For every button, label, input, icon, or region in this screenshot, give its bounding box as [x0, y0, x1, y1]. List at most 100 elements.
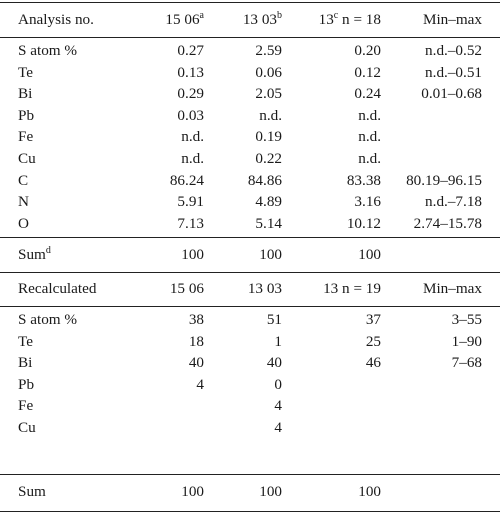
row-value-13: 10.12 [346, 214, 381, 232]
row-value-13-03: 2.05 [255, 85, 282, 103]
recalc-header-col-13-n19: 13 n = 19 [323, 280, 381, 297]
row-value-15-06 [120, 417, 206, 439]
row-value-15-06: 38 [188, 311, 204, 328]
row-label: Fe [18, 128, 34, 146]
footnote-b: b [277, 10, 282, 21]
row-value-min-max: 0.01–0.68 [421, 85, 482, 103]
row-label: Bi [18, 354, 33, 372]
row-value-min-max: 2.74–15.78 [413, 214, 482, 232]
row-value-min-max: 7–68 [451, 354, 482, 372]
row-label: Pb [18, 375, 35, 393]
header-col-min-max: Min–max [422, 11, 482, 28]
row-value-13-03: n.d. [259, 106, 282, 124]
header-rule-2 [0, 306, 500, 307]
row-value-15-06: n.d. [181, 128, 204, 146]
row-value-15-06: 86.24 [169, 171, 204, 189]
row-value-15-06: 40 [188, 354, 204, 372]
recalc-sum-value-15-06: 100 [181, 483, 204, 500]
row-label: Fe [18, 397, 34, 415]
row-value-min-max: 3–55 [451, 311, 482, 328]
row-label: O [18, 214, 29, 232]
sum-rule-1 [0, 237, 500, 238]
row-value-13: 46 [365, 354, 381, 372]
sum-rule-2 [0, 474, 500, 475]
section1-sum-row: Sumd 100 100 100 [0, 239, 500, 271]
bottom-rule [0, 511, 500, 512]
row-value-13-03: 4.89 [255, 193, 282, 211]
row-value-13-03: 0.22 [255, 149, 282, 167]
footnote-a: a [199, 10, 204, 21]
sum-value-min-max [383, 239, 500, 271]
section2-header-table: Recalculated 15 06 13 03 13 n = 19 Min–m… [0, 273, 500, 305]
row-value-15-06: n.d. [181, 149, 204, 167]
row-label: S atom % [18, 311, 78, 328]
row-value-15-06: 7.13 [177, 214, 204, 232]
recalc-sum-value-13-n19: 100 [358, 483, 381, 500]
row-value-min-max: n.d.–0.52 [425, 42, 482, 59]
row-value-15-06: 5.91 [177, 193, 204, 211]
row-value-13-03: 84.86 [247, 171, 282, 189]
table-row: Cu 4 [0, 417, 500, 439]
header-col-15-06: 15 06a [165, 10, 204, 29]
header-label: Analysis no. [18, 11, 94, 28]
row-value-13 [284, 395, 383, 417]
table-row: Pb 4 0 [0, 374, 500, 396]
row-value-13: n.d. [358, 149, 381, 167]
section2-body-table: S atom % 38 51 37 3–55 Te 18 1 25 1–90 Bi 40 40 46 7–6… [0, 309, 500, 439]
table-row: Te 18 1 25 1–90 [0, 331, 500, 353]
row-value-13 [284, 374, 383, 396]
header-col-13-03: 13 03b [242, 10, 282, 29]
footnote-d: d [45, 245, 51, 256]
row-value-13-03: 0 [274, 375, 282, 393]
recalc-header-col-15-06: 15 06 [169, 280, 204, 297]
row-value-13: 0.12 [354, 63, 381, 81]
recalc-header-col-13-03: 13 03 [247, 280, 282, 297]
row-value-13: n.d. [358, 106, 381, 124]
row-value-min-max: 1–90 [451, 332, 482, 350]
row-value-min-max [383, 126, 500, 148]
row-value-min-max [383, 148, 500, 170]
row-label: Te [18, 63, 33, 81]
row-value-15-06 [120, 395, 206, 417]
section1-header-table: Analysis no. 15 06a 13 03b 13c n = 18 Mi… [0, 3, 500, 37]
header-rule-1 [0, 37, 500, 38]
row-value-15-06: 0.27 [177, 42, 204, 59]
row-value-13-03: 2.59 [255, 42, 282, 59]
row-label: Bi [18, 85, 33, 103]
header-col-13-n18: 13c n = 18 [318, 10, 381, 29]
row-value-13-03: 0.19 [255, 128, 282, 146]
section-divider-rule [0, 272, 500, 273]
sum-value-15-06: 100 [181, 246, 204, 263]
table-row: N 5.91 4.89 3.16 n.d.–7.18 [0, 191, 500, 213]
row-value-13: n.d. [358, 128, 381, 146]
row-value-13: 37 [365, 311, 381, 328]
row-label: Te [18, 332, 33, 350]
row-value-13-03: 40 [266, 354, 282, 372]
row-value-13-03: 4 [274, 418, 282, 436]
recalc-header-label: Recalculated [18, 280, 97, 297]
sum-value-13-03: 100 [259, 246, 282, 263]
sum-label: Sumd [18, 245, 51, 264]
table-row: Te 0.13 0.06 0.12 n.d.–0.51 [0, 62, 500, 84]
row-value-15-06: 0.03 [177, 106, 204, 124]
row-label: S atom % [18, 42, 78, 59]
section1-body-table: S atom % 0.27 2.59 0.20 n.d.–0.52 Te 0.13 0.06 0… [0, 40, 500, 234]
section2-header-row: Recalculated 15 06 13 03 13 n = 19 Min–m… [0, 273, 500, 305]
table-row: Cu n.d. 0.22 n.d. [0, 148, 500, 170]
row-value-min-max [383, 105, 500, 127]
row-value-min-max [383, 417, 500, 439]
table-row: O 7.13 5.14 10.12 2.74–15.78 [0, 213, 500, 235]
table-row: Bi 40 40 46 7–68 [0, 352, 500, 374]
row-value-min-max [383, 374, 500, 396]
recalc-sum-value-min-max [383, 476, 500, 508]
row-value-min-max: n.d.–7.18 [425, 193, 482, 211]
row-value-13: 3.16 [354, 193, 381, 211]
row-value-15-06: 0.13 [177, 63, 204, 81]
section2-sum-table: Sum 100 100 100 [0, 476, 500, 508]
top-rule [0, 2, 500, 3]
row-value-13 [284, 417, 383, 439]
table-row: Bi 0.29 2.05 0.24 0.01–0.68 [0, 83, 500, 105]
row-label: Cu [18, 149, 36, 167]
row-value-13-03: 5.14 [255, 214, 282, 232]
table-row: S atom % 0.27 2.59 0.20 n.d.–0.52 [0, 40, 500, 62]
